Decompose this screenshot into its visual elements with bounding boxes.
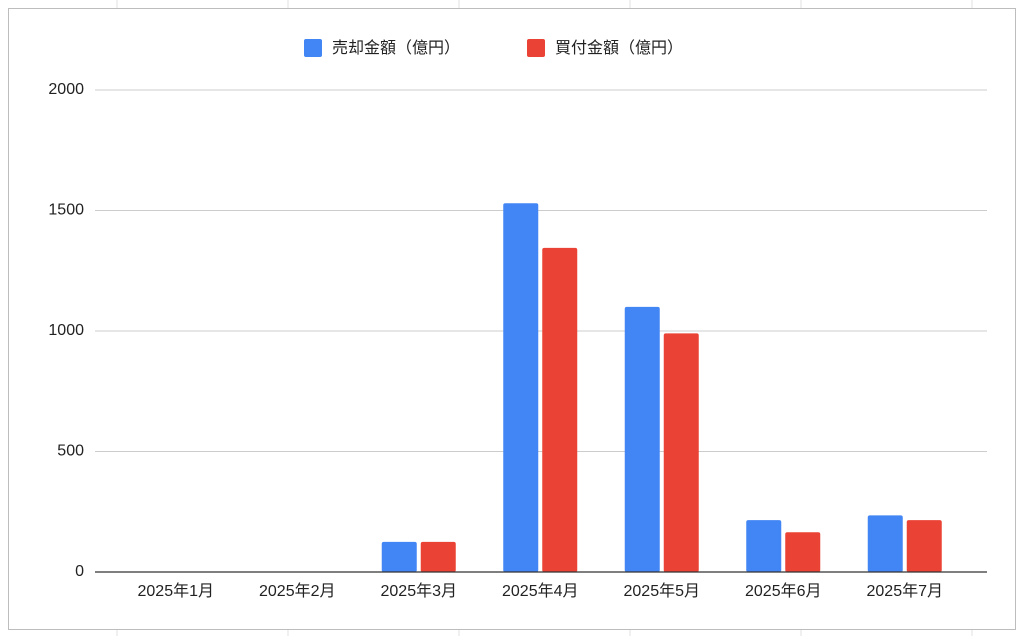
bar [746, 520, 782, 572]
bar [867, 515, 903, 572]
bar [906, 520, 942, 572]
y-tick-label: 1000 [48, 322, 84, 339]
legend-swatch [527, 39, 545, 57]
y-tick-label: 0 [75, 563, 84, 580]
bar [381, 541, 417, 572]
sheet-background [116, 0, 973, 636]
x-tick-label: 2025年3月 [381, 582, 458, 600]
x-tick-label: 2025年2月 [259, 582, 336, 600]
bar [663, 333, 699, 572]
x-tick-label: 2025年6月 [745, 582, 822, 600]
legend-label: 売却金額（億円） [332, 39, 460, 57]
legend-label: 買付金額（億円） [555, 39, 683, 57]
x-tick-label: 2025年7月 [867, 582, 944, 600]
y-tick-label: 1500 [48, 202, 84, 219]
x-tick-label: 2025年1月 [138, 582, 215, 600]
bar [624, 306, 660, 572]
bar [420, 541, 456, 572]
legend-swatch [304, 39, 322, 57]
x-tick-label: 2025年5月 [624, 582, 701, 600]
bar [503, 203, 539, 572]
y-tick-label: 500 [57, 443, 84, 460]
bar [542, 247, 578, 573]
x-tick-label: 2025年4月 [502, 582, 579, 600]
bar [785, 532, 821, 572]
y-tick-label: 2000 [48, 81, 84, 98]
